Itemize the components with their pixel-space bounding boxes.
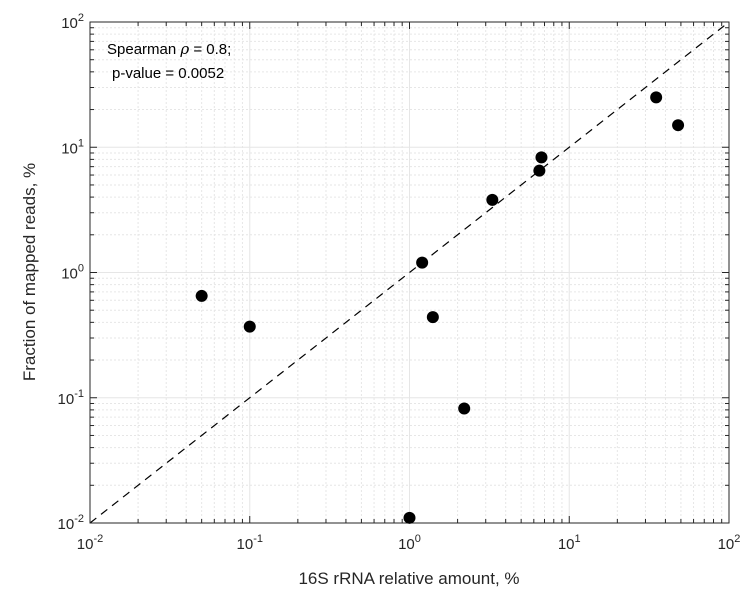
data-point bbox=[243, 320, 256, 333]
data-point bbox=[650, 91, 663, 104]
data-point bbox=[672, 119, 685, 132]
reference-line-dashed bbox=[89, 21, 730, 524]
data-point bbox=[458, 402, 471, 415]
y-tick-label: 10-2 bbox=[58, 513, 84, 533]
data-point bbox=[416, 256, 429, 269]
y-tick-label: 10-1 bbox=[58, 388, 84, 408]
annotation-line-2: p-value = 0.0052 bbox=[112, 65, 224, 82]
annotation-suffix: = 0.8; bbox=[189, 41, 231, 58]
y-tick-labels: 10-2 10-1 100 101 102 bbox=[58, 12, 84, 533]
x-tick-label: 101 bbox=[558, 533, 581, 553]
x-tick-labels: 10-2 10-1 100 101 102 bbox=[77, 533, 741, 553]
y-axis-label: Fraction of mapped reads, % bbox=[20, 163, 39, 381]
x-tick-label: 100 bbox=[398, 533, 421, 553]
grid bbox=[89, 22, 729, 524]
x-tick-label: 102 bbox=[718, 533, 741, 553]
x-tick-label: 10-2 bbox=[77, 533, 103, 553]
ticks bbox=[89, 22, 729, 524]
y-tick-label: 100 bbox=[61, 263, 84, 283]
annotation-rho-symbol: ρ bbox=[179, 40, 189, 58]
y-tick-label: 101 bbox=[61, 137, 84, 157]
data-point bbox=[195, 289, 208, 302]
data-point bbox=[426, 311, 439, 324]
annotation-prefix: Spearman bbox=[107, 41, 180, 58]
points bbox=[195, 91, 685, 524]
x-tick-label: 10-1 bbox=[237, 533, 263, 553]
y-tick-label: 102 bbox=[61, 12, 84, 32]
data-point bbox=[403, 511, 416, 524]
data-point bbox=[486, 193, 499, 206]
data-point bbox=[535, 151, 548, 164]
data-point bbox=[533, 164, 546, 177]
annotation-line-1: Spearman ρ = 0.8; bbox=[107, 40, 231, 58]
x-axis-label: 16S rRNA relative amount, % bbox=[298, 569, 519, 588]
